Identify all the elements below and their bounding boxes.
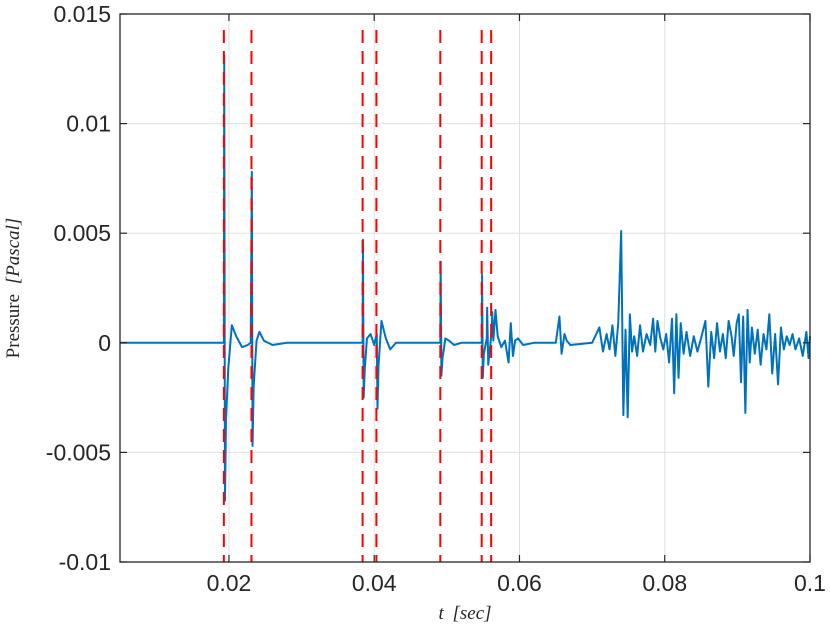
y-axis-label: Pressure [Pascal] [3, 218, 24, 359]
y-tick-label: 0 [98, 330, 111, 356]
series-layer [120, 54, 811, 502]
y-axis-text: Pressure [3, 294, 24, 358]
y-tick-label: -0.01 [59, 549, 111, 575]
x-tick-labels: 0.02 0.04 0.06 0.08 0.1 [207, 570, 826, 596]
pressure-series-line [120, 54, 811, 502]
y-tick-label: 0.01 [66, 111, 111, 137]
event-lines [222, 30, 493, 562]
y-tick-labels: -0.01 -0.005 0 0.005 0.01 0.015 [46, 1, 111, 575]
x-axis-label: t [sec] [438, 603, 491, 624]
x-tick-label: 0.04 [352, 570, 397, 596]
tick-marks [120, 13, 811, 563]
plot-frame [119, 13, 811, 563]
x-axis-var: t [438, 603, 444, 624]
x-tick-label: 0.06 [497, 570, 542, 596]
x-tick-label: 0.02 [207, 570, 252, 596]
y-axis-unit: [Pascal] [3, 218, 24, 285]
y-tick-label: -0.005 [46, 439, 111, 465]
x-tick-label: 0.1 [794, 570, 826, 596]
y-tick-label: 0.015 [53, 1, 111, 27]
y-tick-label: 0.005 [53, 220, 111, 246]
x-tick-label: 0.08 [642, 570, 687, 596]
x-axis-unit: [sec] [452, 603, 491, 624]
